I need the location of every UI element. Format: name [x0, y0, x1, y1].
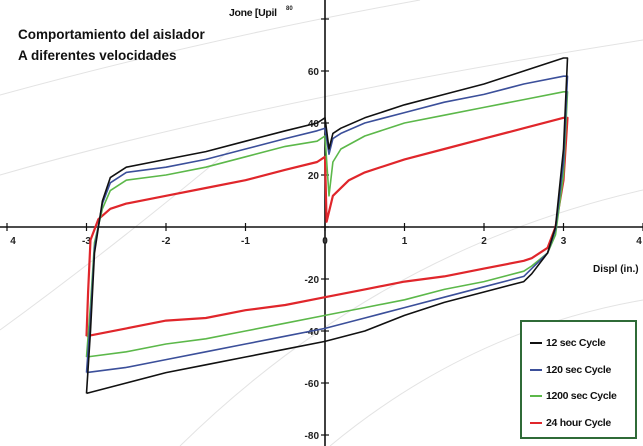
y-tick-label: -80	[305, 431, 320, 442]
series-line	[85, 75, 569, 374]
title-line-1: Comportamiento del aislador	[18, 27, 205, 42]
y-tick-label: 60	[308, 67, 320, 78]
x-tick-label: -3	[82, 236, 91, 247]
legend-swatch	[530, 395, 542, 398]
legend-label: 12 sec Cycle	[546, 337, 606, 350]
x-tick-label: -1	[241, 236, 250, 247]
background-arc	[0, 0, 421, 96]
legend-swatch	[530, 368, 542, 371]
legend-swatch	[530, 421, 542, 424]
background-arc	[0, 39, 643, 176]
x-tick-label: 2	[481, 236, 487, 247]
series-line	[85, 57, 569, 395]
series-line	[85, 116, 569, 338]
legend: 12 sec Cycle 120 sec Cycle 1200 sec Cycl…	[520, 320, 637, 439]
y-tick-label: 20	[308, 171, 320, 182]
plot-series	[85, 57, 569, 395]
y-axis-title: Jone [Upil	[229, 7, 277, 19]
x-tick-label: -2	[162, 236, 171, 247]
legend-label: 120 sec Cycle	[546, 363, 611, 376]
title-line-2: A diferentes velocidades	[18, 48, 177, 63]
x-tick-label: 4	[10, 236, 16, 247]
series-line	[85, 91, 569, 358]
x-tick-label: 0	[322, 236, 328, 247]
legend-item: 12 sec Cycle	[530, 330, 635, 357]
y-tick-label: 80	[286, 6, 293, 12]
legend-swatch	[530, 342, 542, 345]
x-tick-label: 3	[561, 236, 567, 247]
legend-item: 24 hour Cycle	[530, 410, 635, 437]
legend-label: 24 hour Cycle	[546, 416, 611, 429]
y-tick-label: -20	[305, 275, 320, 286]
x-tick-label: 1	[402, 236, 408, 247]
x-tick-label: 4	[636, 236, 642, 247]
chart-title: Comportamiento del aislador A diferentes…	[18, 24, 205, 66]
legend-label: 1200 sec Cycle	[546, 390, 617, 403]
legend-item: 120 sec Cycle	[530, 357, 635, 384]
x-axis-title: Displ (in.)	[593, 264, 639, 275]
y-tick-label: -40	[305, 327, 320, 338]
y-axis-title-text: Jone [Upil	[229, 7, 277, 19]
background-arc	[329, 299, 643, 446]
background-arc	[0, 149, 231, 331]
y-tick-label: -60	[305, 379, 320, 390]
legend-item: 1200 sec Cycle	[530, 383, 635, 410]
